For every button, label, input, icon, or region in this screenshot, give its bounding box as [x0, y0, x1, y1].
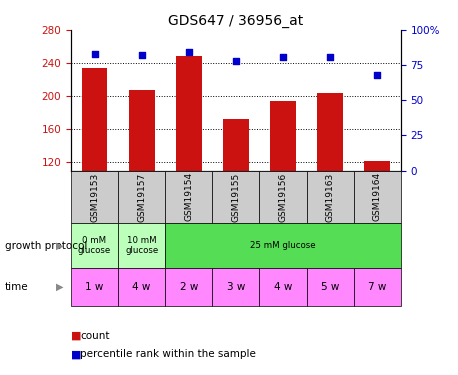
- Bar: [306, 268, 354, 306]
- Text: ■: ■: [71, 350, 82, 359]
- Text: GSM19154: GSM19154: [184, 172, 193, 221]
- Bar: [165, 223, 401, 268]
- Point: [327, 54, 334, 60]
- Bar: [129, 90, 155, 171]
- Bar: [118, 171, 165, 223]
- Text: 1 w: 1 w: [85, 282, 104, 292]
- Text: percentile rank within the sample: percentile rank within the sample: [80, 350, 256, 359]
- Text: GSM19155: GSM19155: [231, 172, 240, 222]
- Point: [185, 50, 192, 55]
- Text: 3 w: 3 w: [227, 282, 245, 292]
- Text: 10 mM
glucose: 10 mM glucose: [125, 236, 158, 255]
- Text: time: time: [5, 282, 28, 292]
- Bar: [213, 171, 259, 223]
- Bar: [118, 223, 165, 268]
- Text: ▶: ▶: [56, 241, 63, 250]
- Bar: [71, 171, 118, 223]
- Point: [91, 51, 98, 57]
- Bar: [82, 68, 108, 171]
- Text: 4 w: 4 w: [132, 282, 151, 292]
- Text: GSM19153: GSM19153: [90, 172, 99, 222]
- Bar: [213, 268, 259, 306]
- Text: ▶: ▶: [56, 282, 63, 292]
- Text: growth protocol: growth protocol: [5, 241, 87, 250]
- Text: 7 w: 7 w: [368, 282, 387, 292]
- Bar: [259, 171, 306, 223]
- Bar: [118, 268, 165, 306]
- Text: count: count: [80, 331, 109, 340]
- Text: 0 mM
glucose: 0 mM glucose: [78, 236, 111, 255]
- Point: [279, 54, 287, 60]
- Text: GSM19156: GSM19156: [278, 172, 288, 222]
- Text: GSM19164: GSM19164: [373, 172, 382, 221]
- Bar: [354, 171, 401, 223]
- Text: GSM19163: GSM19163: [326, 172, 335, 222]
- Bar: [165, 268, 213, 306]
- Bar: [306, 171, 354, 223]
- Bar: [270, 101, 296, 171]
- Bar: [259, 268, 306, 306]
- Bar: [354, 268, 401, 306]
- Text: ■: ■: [71, 331, 82, 340]
- Bar: [71, 223, 118, 268]
- Text: 25 mM glucose: 25 mM glucose: [250, 241, 316, 250]
- Text: 2 w: 2 w: [180, 282, 198, 292]
- Title: GDS647 / 36956_at: GDS647 / 36956_at: [168, 13, 304, 28]
- Bar: [317, 93, 343, 171]
- Bar: [223, 119, 249, 171]
- Text: 5 w: 5 w: [321, 282, 339, 292]
- Point: [232, 58, 240, 64]
- Bar: [71, 268, 118, 306]
- Point: [374, 72, 381, 78]
- Text: 4 w: 4 w: [274, 282, 292, 292]
- Bar: [176, 57, 202, 171]
- Bar: [364, 161, 390, 171]
- Point: [138, 53, 145, 58]
- Text: GSM19157: GSM19157: [137, 172, 146, 222]
- Bar: [165, 171, 213, 223]
